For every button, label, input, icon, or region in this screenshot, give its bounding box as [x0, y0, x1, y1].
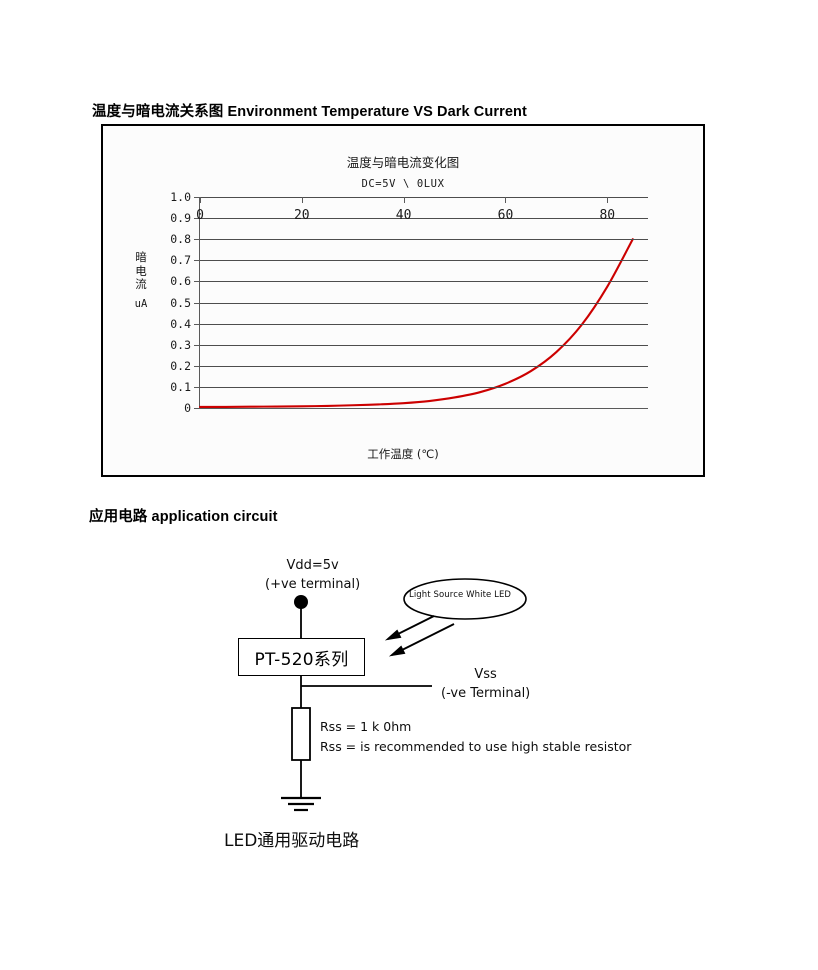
x-axis-tick-label: 20 [293, 208, 310, 223]
y-axis-tick [194, 260, 200, 262]
x-axis-tick [301, 197, 303, 203]
plot-area: 1.0 0.9 0.8 0.7 0.6 0.5 0.4 0.3 0.2 0.1 0 0 20 40 60 80 [170, 190, 648, 415]
y-axis-tick-label: 0.4 [170, 316, 191, 331]
y-axis-tick [194, 239, 200, 241]
chart-section-heading: 温度与暗电流关系图 Environment Temperature VS Dar… [92, 104, 527, 120]
y-axis-tick-label: 0.5 [170, 295, 191, 310]
chart-title: 温度与暗电流变化图 [346, 155, 460, 170]
x-axis-tick [200, 197, 201, 203]
y-axis-unit: uA [134, 297, 148, 310]
dark-current-chart: 温度与暗电流变化图 DC=5V \ 0LUX 暗 电 流 uA 1.0 0.9 0.… [101, 124, 705, 477]
led-callout-ellipse [403, 578, 527, 620]
y-axis-title-char-2: 电 [135, 263, 147, 278]
led-source-label: Light Source White LED [409, 590, 512, 600]
y-axis-tick [194, 281, 200, 283]
gridline [200, 239, 648, 241]
x-axis-tick [607, 197, 609, 203]
y-axis-tick [194, 218, 200, 220]
light-ray-arrows [384, 615, 455, 657]
y-axis-tick [194, 386, 200, 388]
rss-label: Rss = 1 k 0hm Rss = is recommended to us… [320, 717, 631, 757]
y-axis-tick-label: 0.3 [170, 337, 191, 352]
y-axis-title-char-1: 暗 [135, 250, 147, 264]
y-axis-tick-label: 0.1 [170, 379, 191, 394]
x-axis-tick-label: 0 [196, 208, 204, 223]
x-axis-title: 工作温度 (℃) [367, 447, 439, 461]
gridline [200, 197, 648, 198]
y-axis-tick [194, 365, 200, 367]
gridline [200, 302, 648, 304]
dark-current-curve [198, 238, 634, 409]
chart-subtitle: DC=5V \ 0LUX [361, 178, 445, 190]
y-axis-title: 暗 电 流 uA [129, 250, 153, 311]
circuit-section-heading: 应用电路 application circuit [89, 509, 278, 525]
gridline [200, 218, 648, 220]
resistor-rss [291, 707, 311, 761]
y-axis-tick [194, 197, 200, 198]
rss-recommendation-text: Rss = is recommended to use high stable … [320, 739, 632, 754]
x-axis-tick [403, 197, 405, 203]
y-axis-tick-label: 0.8 [170, 232, 191, 247]
vss-label: Vss (-ve Terminal) [441, 665, 530, 703]
vss-text: Vss [474, 667, 497, 682]
y-axis-tick-label: 0.2 [170, 358, 191, 373]
y-axis-title-char-3: 流 [135, 277, 147, 291]
y-axis-tick-label: 0 [184, 401, 191, 415]
rss-value-text: Rss = 1 k 0hm [320, 719, 412, 734]
gridline [200, 365, 648, 367]
y-axis-tick [194, 344, 200, 346]
x-axis-tick [505, 197, 507, 203]
vdd-voltage-text: Vdd=5v [286, 558, 339, 573]
application-circuit-diagram: Vdd=5v (+ve terminal) Vss (-ve Terminal)… [0, 540, 818, 860]
circuit-schematic-lines [281, 578, 527, 812]
y-axis-tick [194, 408, 200, 409]
gridline [200, 344, 648, 346]
x-axis-tick-label: 60 [497, 208, 514, 223]
y-axis-tick [194, 302, 200, 304]
gridline [200, 260, 648, 262]
device-box: PT-520系列 [238, 638, 365, 676]
y-axis-tick-label: 0.6 [170, 274, 191, 289]
circuit-caption: LED通用驱动电路 [224, 831, 360, 851]
gridline [200, 386, 648, 388]
vdd-label: Vdd=5v (+ve terminal) [265, 556, 360, 594]
chart-plot-container: 温度与暗电流变化图 DC=5V \ 0LUX 暗 电 流 uA 1.0 0.9 0.… [103, 126, 703, 475]
y-axis-tick [194, 323, 200, 325]
gridline [200, 323, 648, 325]
vdd-terminal-text: (+ve terminal) [265, 577, 361, 592]
y-axis-tick-label: 0.9 [170, 211, 191, 226]
y-axis-tick-label: 1.0 [170, 190, 191, 204]
x-axis-tick-label: 80 [599, 208, 616, 223]
gridline [200, 281, 648, 283]
vss-terminal-text: (-ve Terminal) [441, 686, 531, 701]
device-label: PT-520系列 [254, 649, 349, 670]
x-axis-tick-label: 40 [395, 208, 412, 223]
y-axis-tick-label: 0.7 [170, 253, 191, 268]
